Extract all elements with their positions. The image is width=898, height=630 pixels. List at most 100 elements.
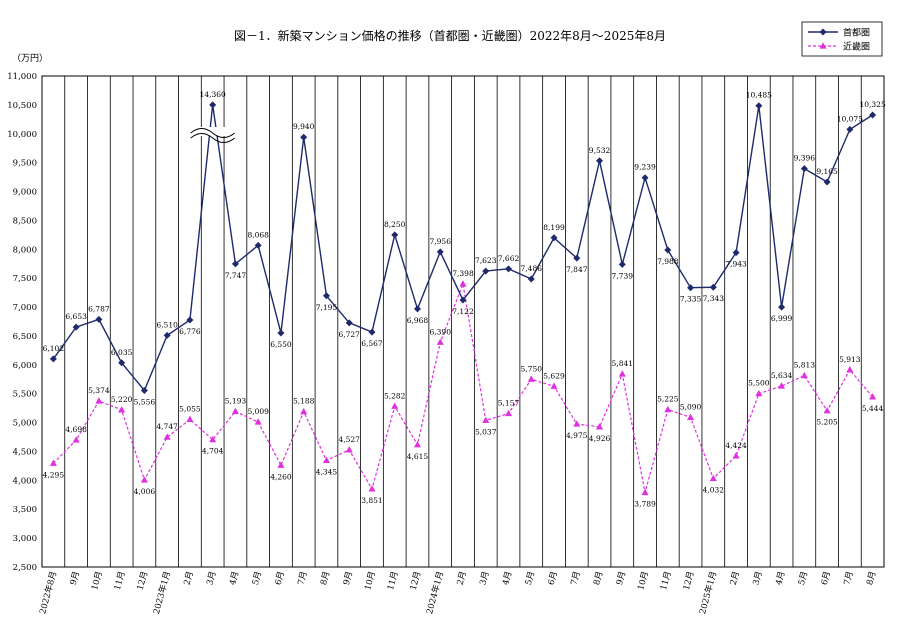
series-point-shutoken (413, 305, 421, 313)
legend-box (801, 21, 883, 57)
series-point-shutoken (231, 260, 239, 268)
x-tick-label: 2月 (183, 570, 196, 586)
series-point-kinki (231, 407, 239, 415)
series-point-kinki (482, 416, 490, 424)
data-label-shutoken: 6,510 (156, 320, 178, 329)
data-label-shutoken: 7,486 (521, 264, 543, 273)
series-point-kinki (596, 423, 604, 430)
data-label-shutoken: 9,239 (634, 163, 656, 172)
x-tick-label: 6月 (547, 570, 560, 586)
x-tick-label: 8月 (865, 570, 878, 586)
series-point-shutoken (573, 254, 581, 262)
x-tick-label: 2月 (729, 570, 742, 586)
data-label-kinki: 5,220 (111, 395, 133, 404)
data-label-shutoken: 7,988 (657, 257, 679, 266)
data-label-kinki: 3,851 (361, 496, 382, 505)
data-label-kinki: 5,090 (680, 402, 702, 411)
x-tick-label: 7月 (569, 570, 582, 586)
series-point-shutoken (436, 248, 444, 256)
series-point-kinki (527, 375, 535, 382)
x-tick-label: 6月 (820, 570, 833, 586)
series-point-kinki (778, 382, 786, 389)
x-tick-label: 10月 (363, 570, 378, 591)
data-label-kinki: 5,157 (498, 399, 520, 408)
y-tick-label: 3,500 (13, 505, 37, 515)
data-label-shutoken: 7,122 (452, 307, 474, 316)
data-label-shutoken: 7,343 (703, 294, 725, 303)
series-point-shutoken (95, 315, 103, 323)
data-label-shutoken: 7,335 (680, 295, 702, 304)
series-point-shutoken (664, 246, 672, 254)
y-tick-label: 9,000 (13, 188, 37, 198)
y-tick-label: 2,500 (13, 563, 37, 573)
series-point-shutoken (140, 386, 148, 394)
data-label-kinki: 4,704 (202, 447, 224, 456)
series-point-kinki (459, 280, 467, 287)
series-point-shutoken (596, 157, 604, 165)
data-label-shutoken: 9,165 (816, 167, 838, 176)
y-tick-label: 8,500 (13, 216, 37, 226)
data-label-shutoken: 10,325 (859, 100, 885, 109)
data-label-kinki: 5,629 (543, 371, 565, 380)
series-point-shutoken (778, 303, 786, 311)
series-point-shutoken (254, 241, 262, 249)
series-point-shutoken (368, 328, 376, 336)
legend-marker-kinki (819, 42, 827, 49)
x-tick-label: 4月 (228, 570, 241, 586)
data-label-kinki: 4,975 (566, 431, 588, 440)
data-label-shutoken: 6,968 (407, 316, 429, 325)
series-point-shutoken (732, 249, 740, 257)
series-point-shutoken (391, 231, 399, 239)
series-point-shutoken (322, 292, 330, 300)
series-point-kinki (186, 415, 194, 423)
x-tick-label: 11月 (386, 570, 401, 591)
data-label-kinki: 5,913 (839, 355, 861, 364)
data-label-kinki: 5,750 (521, 364, 543, 373)
data-label-shutoken: 14,360 (200, 90, 226, 99)
series-point-kinki (800, 371, 808, 379)
x-tick-label: 5月 (251, 570, 264, 586)
y-tick-label: 3,000 (13, 534, 37, 544)
x-tick-label: 9月 (69, 570, 82, 586)
data-label-kinki: 4,527 (338, 435, 360, 444)
series-point-kinki (687, 413, 695, 420)
series-point-shutoken (482, 267, 490, 275)
data-label-kinki: 4,006 (134, 487, 156, 496)
series-point-shutoken (550, 234, 558, 242)
data-label-shutoken: 7,662 (498, 254, 520, 263)
y-tick-label: 5,500 (13, 390, 37, 400)
x-tick-label: 8月 (319, 570, 332, 586)
series-point-kinki (641, 488, 649, 496)
data-label-shutoken: 9,396 (794, 154, 816, 163)
series-point-shutoken (755, 102, 763, 110)
data-label-shutoken: 7,943 (725, 260, 747, 269)
legend-label-kinki: 近畿圏 (843, 41, 870, 53)
series-point-shutoken (618, 260, 626, 268)
x-tick-label: 7月 (843, 570, 856, 586)
data-label-shutoken: 8,068 (247, 230, 269, 239)
x-tick-label: 3月 (478, 570, 491, 586)
series-point-kinki (505, 409, 513, 417)
y-tick-label: 4,000 (13, 476, 37, 486)
x-tick-label: 12月 (136, 570, 151, 591)
series-point-shutoken (687, 284, 695, 292)
x-tick-label: 5月 (524, 570, 537, 586)
axis-break-mark (190, 133, 235, 143)
data-label-kinki: 3,789 (634, 500, 656, 509)
y-tick-label: 8,000 (13, 245, 37, 255)
data-label-shutoken: 8,250 (384, 220, 406, 229)
series-point-kinki (300, 407, 308, 415)
data-label-shutoken: 6,999 (771, 314, 793, 323)
axis-break-mask (190, 127, 235, 136)
series-point-kinki (345, 446, 353, 453)
series-point-shutoken (163, 331, 171, 339)
series-point-kinki (618, 370, 626, 377)
x-tick-label: 12月 (682, 570, 697, 591)
data-label-kinki: 5,634 (771, 371, 793, 380)
data-label-kinki: 6,390 (430, 327, 452, 336)
data-label-shutoken: 9,532 (589, 146, 611, 155)
series-point-kinki (118, 406, 126, 413)
x-tick-label: 9月 (342, 570, 355, 586)
